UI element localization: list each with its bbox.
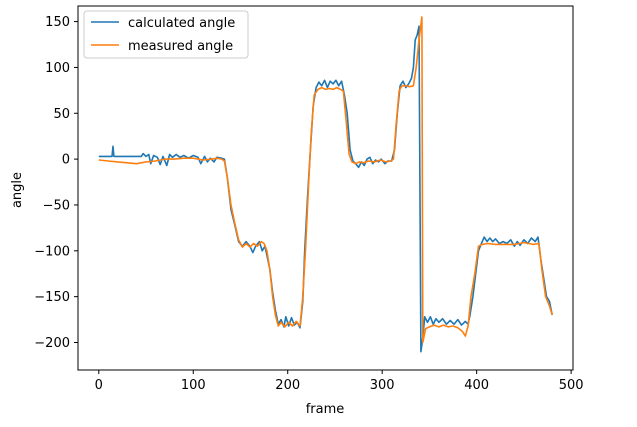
x-axis-label: frame bbox=[306, 402, 345, 417]
x-tick-label: 400 bbox=[464, 378, 489, 393]
plot-frame bbox=[77, 5, 574, 371]
x-axis: 0 100 200 300 400 500 bbox=[95, 370, 584, 393]
legend: calculated angle measured angle bbox=[83, 10, 249, 59]
x-tick-label: 500 bbox=[559, 378, 584, 393]
legend-label-measured-angle: measured angle bbox=[128, 39, 233, 54]
legend-label-calculated-angle: calculated angle bbox=[128, 16, 235, 31]
y-tick-label: −100 bbox=[34, 244, 70, 259]
plot-background bbox=[78, 6, 573, 370]
y-axis-label: angle bbox=[10, 172, 25, 208]
y-tick-label: 100 bbox=[45, 61, 70, 76]
x-tick-label: 200 bbox=[275, 378, 300, 393]
y-tick-label: −50 bbox=[43, 198, 70, 213]
legend-box bbox=[83, 10, 249, 59]
y-tick-label: −200 bbox=[34, 336, 70, 351]
series-layer bbox=[98, 16, 553, 353]
y-tick-label: 150 bbox=[45, 15, 70, 30]
x-tick-label: 0 bbox=[95, 378, 103, 393]
y-tick-label: 0 bbox=[62, 153, 70, 168]
y-axis: −200 −150 −100 −50 0 50 100 150 bbox=[34, 15, 78, 351]
y-tick-label: −150 bbox=[34, 290, 70, 305]
x-tick-label: 100 bbox=[181, 378, 206, 393]
series-line-measured-angle bbox=[98, 16, 553, 344]
x-tick-label: 300 bbox=[370, 378, 395, 393]
y-tick-label: 50 bbox=[53, 107, 70, 122]
